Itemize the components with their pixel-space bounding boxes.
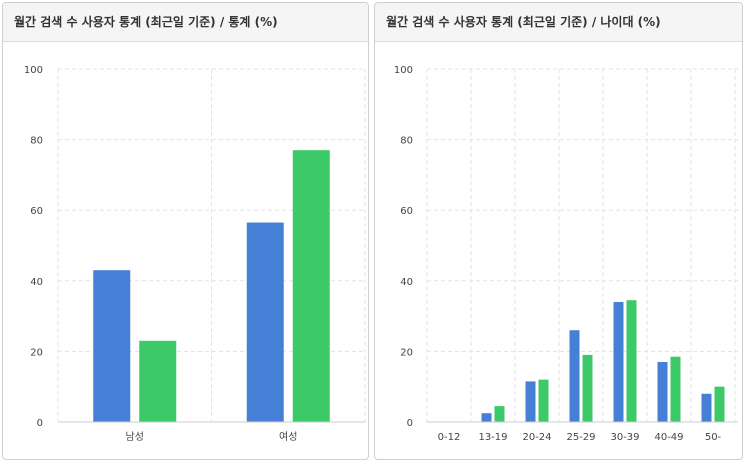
x-tick-label: 여성 xyxy=(279,431,297,443)
x-tick-label: 20-24 xyxy=(522,432,551,443)
y-tick-label: 20 xyxy=(30,347,43,358)
x-tick-label: 30-39 xyxy=(610,432,639,443)
y-tick-label: 60 xyxy=(30,206,43,217)
y-tick-label: 40 xyxy=(400,277,413,288)
bar-series-2 xyxy=(582,354,593,422)
x-tick-label: 남성 xyxy=(126,431,144,443)
y-tick-label: 20 xyxy=(400,347,413,358)
bar-series-1 xyxy=(93,270,131,422)
bar-series-1 xyxy=(657,361,668,422)
bar-series-2 xyxy=(670,356,681,422)
x-tick-label: 40-49 xyxy=(654,432,683,443)
bar-series-2 xyxy=(714,386,725,422)
bar-series-2 xyxy=(538,379,549,422)
bar-series-1 xyxy=(246,222,284,422)
x-tick-label: 25-29 xyxy=(566,432,595,443)
y-tick-label: 80 xyxy=(400,136,413,147)
y-tick-label: 100 xyxy=(24,65,43,76)
gender-chart-panel: 월간 검색 수 사용자 통계 (최근일 기준) / 통계 (%) 0 20 40 60… xyxy=(2,2,369,460)
bar-series-1 xyxy=(569,330,580,422)
y-tick-label: 60 xyxy=(400,206,413,217)
gender-chart-title: 월간 검색 수 사용자 통계 (최근일 기준) / 통계 (%) xyxy=(3,3,368,42)
bar-series-2 xyxy=(139,340,177,422)
gender-bar-chart: 0 20 40 60 80 100 남성 여성 xyxy=(24,65,366,443)
age-bar-chart: 0 20 40 60 80 100 0-12 13-19 20-24 25-29 30-39 40-4… xyxy=(394,65,738,443)
bar-series-1 xyxy=(701,393,712,422)
bar-series-2 xyxy=(626,300,637,422)
y-tick-label: 40 xyxy=(30,277,43,288)
bar-series-2 xyxy=(494,406,505,422)
y-tick-label: 0 xyxy=(407,418,413,429)
y-tick-label: 80 xyxy=(30,136,43,147)
age-chart-title: 월간 검색 수 사용자 통계 (최근일 기준) / 나이대 (%) xyxy=(375,3,742,42)
y-tick-label: 100 xyxy=(394,65,413,76)
x-tick-label: 0-12 xyxy=(438,432,461,443)
bar-series-2 xyxy=(292,150,330,422)
bar-series-1 xyxy=(525,381,536,422)
y-tick-label: 0 xyxy=(37,418,43,429)
x-tick-label: 13-19 xyxy=(478,432,507,443)
bar-series-1 xyxy=(613,301,624,422)
bar-series-1 xyxy=(481,413,492,422)
age-chart-panel: 월간 검색 수 사용자 통계 (최근일 기준) / 나이대 (%) 0 20 40 6… xyxy=(374,2,743,460)
x-tick-label: 50- xyxy=(705,432,722,443)
